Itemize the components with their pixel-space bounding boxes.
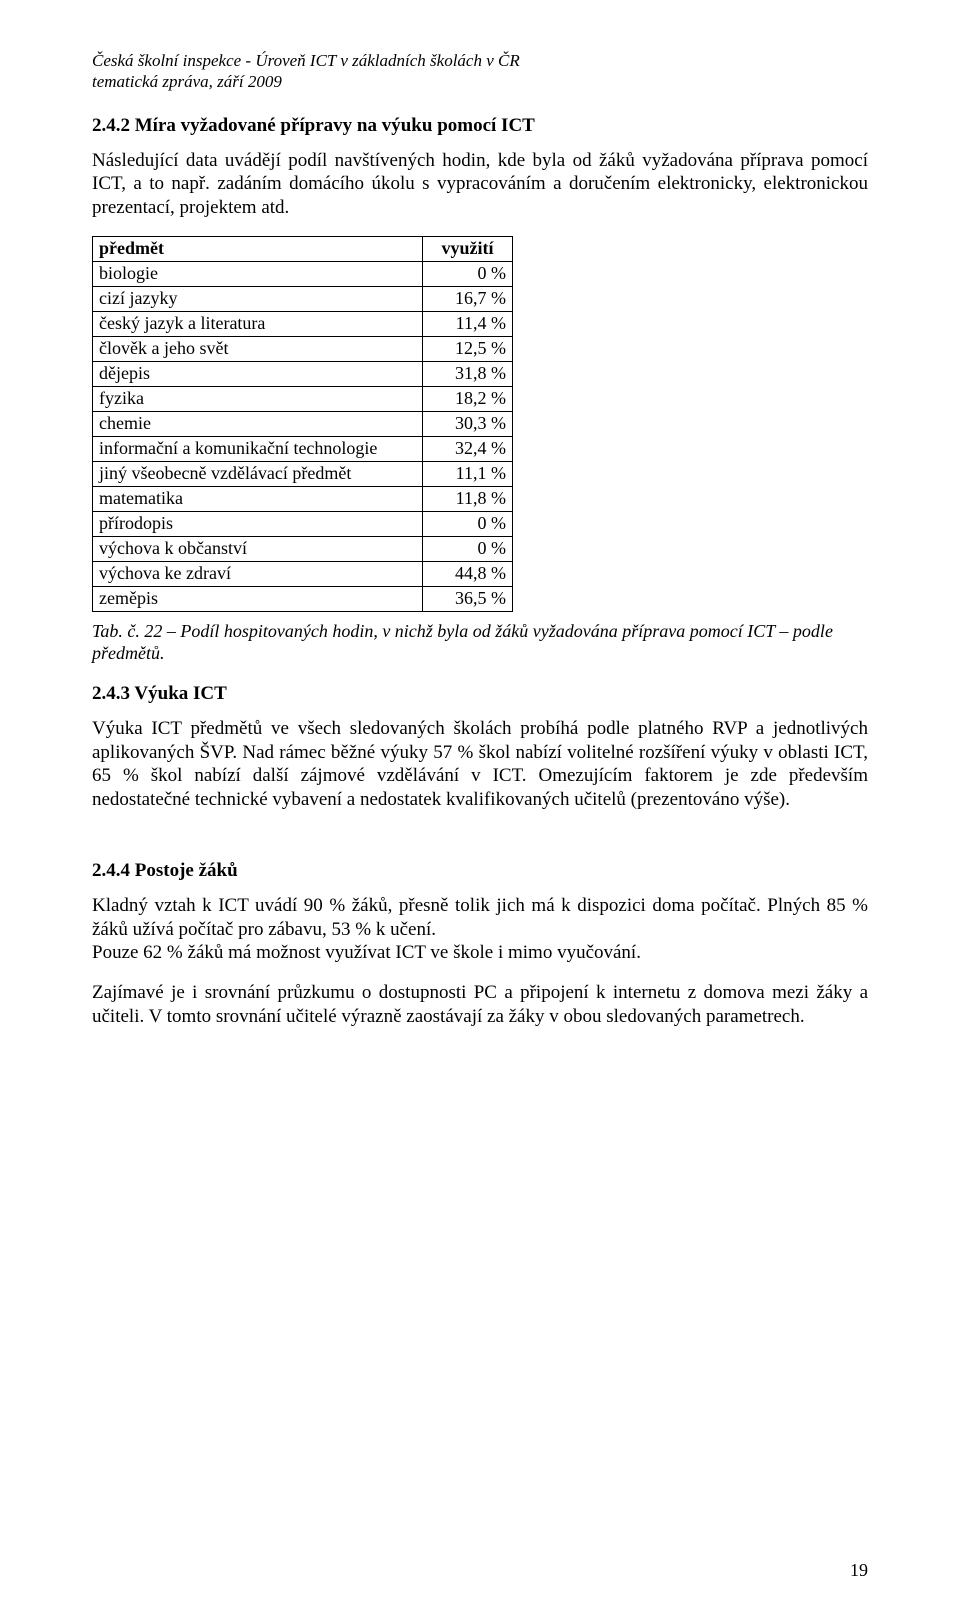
table-row: člověk a jeho svět12,5 % — [93, 336, 513, 361]
table-cell-subject: přírodopis — [93, 511, 423, 536]
table-cell-value: 0 % — [423, 261, 513, 286]
table-cell-value: 11,4 % — [423, 311, 513, 336]
table-header-value: využití — [423, 236, 513, 261]
table-row: informační a komunikační technologie32,4… — [93, 436, 513, 461]
paragraph-2-4-4-c: Zajímavé je i srovnání průzkumu o dostup… — [92, 981, 868, 1029]
table-cell-value: 18,2 % — [423, 386, 513, 411]
paragraph-2-4-2: Následující data uvádějí podíl navštíven… — [92, 149, 868, 220]
table-row: fyzika18,2 % — [93, 386, 513, 411]
running-header-line2: tematická zpráva, září 2009 — [92, 71, 868, 92]
table-cell-subject: matematika — [93, 486, 423, 511]
table-cell-subject: výchova ke zdraví — [93, 561, 423, 586]
running-header: Česká školní inspekce - Úroveň ICT v zák… — [92, 50, 868, 93]
table-cell-value: 36,5 % — [423, 586, 513, 611]
table-cell-value: 11,8 % — [423, 486, 513, 511]
page-number: 19 — [850, 1560, 868, 1581]
table-row: chemie30,3 % — [93, 411, 513, 436]
table-cell-value: 44,8 % — [423, 561, 513, 586]
table-row: zeměpis36,5 % — [93, 586, 513, 611]
table-row: výchova k občanství0 % — [93, 536, 513, 561]
paragraph-2-4-4-a: Kladný vztah k ICT uvádí 90 % žáků, přes… — [92, 894, 868, 942]
table-cell-subject: člověk a jeho svět — [93, 336, 423, 361]
table-cell-value: 0 % — [423, 511, 513, 536]
table-row: biologie0 % — [93, 261, 513, 286]
table-cell-value: 31,8 % — [423, 361, 513, 386]
heading-2-4-4: 2.4.4 Postoje žáků — [92, 860, 868, 882]
table-22: předmět využití biologie0 %cizí jazyky16… — [92, 236, 513, 612]
table-22-wrap: předmět využití biologie0 %cizí jazyky16… — [92, 236, 868, 612]
table-cell-value: 30,3 % — [423, 411, 513, 436]
heading-2-4-2: 2.4.2 Míra vyžadované přípravy na výuku … — [92, 115, 868, 137]
table-cell-subject: informační a komunikační technologie — [93, 436, 423, 461]
table-cell-subject: dějepis — [93, 361, 423, 386]
table-cell-subject: jiný všeobecně vzdělávací předmět — [93, 461, 423, 486]
table-cell-value: 16,7 % — [423, 286, 513, 311]
table-header-subject: předmět — [93, 236, 423, 261]
table-cell-subject: výchova k občanství — [93, 536, 423, 561]
table-cell-value: 12,5 % — [423, 336, 513, 361]
table-row: přírodopis0 % — [93, 511, 513, 536]
table-cell-value: 32,4 % — [423, 436, 513, 461]
table-row: jiný všeobecně vzdělávací předmět11,1 % — [93, 461, 513, 486]
paragraph-2-4-4-b: Pouze 62 % žáků má možnost využívat ICT … — [92, 941, 868, 965]
page: Česká školní inspekce - Úroveň ICT v zák… — [0, 0, 960, 1617]
table-22-body: biologie0 %cizí jazyky16,7 %český jazyk … — [93, 261, 513, 611]
table-22-caption: Tab. č. 22 – Podíl hospitovaných hodin, … — [92, 620, 868, 665]
table-cell-subject: cizí jazyky — [93, 286, 423, 311]
table-header-row: předmět využití — [93, 236, 513, 261]
table-cell-value: 0 % — [423, 536, 513, 561]
table-row: matematika11,8 % — [93, 486, 513, 511]
table-row: dějepis31,8 % — [93, 361, 513, 386]
heading-2-4-3: 2.4.3 Výuka ICT — [92, 683, 868, 705]
table-cell-subject: zeměpis — [93, 586, 423, 611]
paragraph-2-4-3: Výuka ICT předmětů ve všech sledovaných … — [92, 717, 868, 812]
table-row: český jazyk a literatura11,4 % — [93, 311, 513, 336]
table-cell-value: 11,1 % — [423, 461, 513, 486]
table-row: výchova ke zdraví44,8 % — [93, 561, 513, 586]
table-cell-subject: český jazyk a literatura — [93, 311, 423, 336]
table-cell-subject: biologie — [93, 261, 423, 286]
running-header-line1: Česká školní inspekce - Úroveň ICT v zák… — [92, 50, 868, 71]
table-row: cizí jazyky16,7 % — [93, 286, 513, 311]
table-cell-subject: fyzika — [93, 386, 423, 411]
table-cell-subject: chemie — [93, 411, 423, 436]
